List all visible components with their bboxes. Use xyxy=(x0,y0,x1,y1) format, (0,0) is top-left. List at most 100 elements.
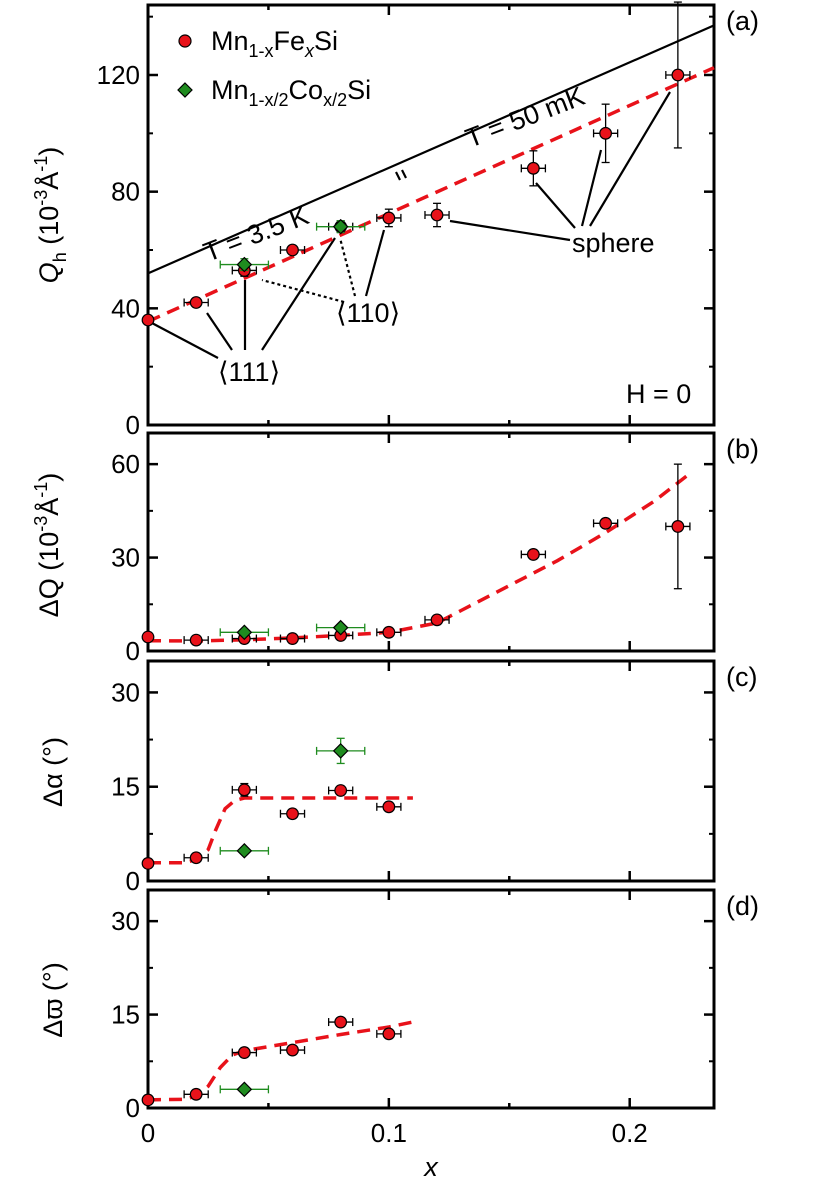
panel-b-fe-point-8 xyxy=(592,516,619,530)
annotation-sphere: sphere xyxy=(572,228,655,258)
panel-a-label: (a) xyxy=(726,6,759,36)
circle-marker xyxy=(141,630,155,644)
panel-a: (a) Qh (10-3Å-1) Mn1-xFexSi Mn1-x/2Cox/2… xyxy=(31,1,759,440)
legend-fe-mid: Fe xyxy=(274,26,306,56)
panel-b-label: (b) xyxy=(726,434,759,464)
diamond-marker xyxy=(332,743,349,759)
circle-marker xyxy=(237,1046,251,1059)
leader-110-a xyxy=(364,229,386,297)
leader-110-dot-a xyxy=(261,278,345,304)
legend-fe-sub: 1-x xyxy=(249,41,274,61)
panel-c-ytick-label-2: 30 xyxy=(111,677,140,707)
panel-d-fe-point-2 xyxy=(231,1046,258,1059)
svg-text:ΔQ (10-3Å-1): ΔQ (10-3Å-1) xyxy=(31,473,64,618)
legend-co-tail: Si xyxy=(347,75,371,105)
panel-a-ytick-label-3: 120 xyxy=(97,60,140,90)
circle-marker xyxy=(430,613,444,627)
panel-d-ylabel-main: Δϖ xyxy=(38,999,68,1038)
diamond-marker xyxy=(236,624,253,641)
theory-line xyxy=(147,24,715,275)
svg-text:Mn1-xFexSi: Mn1-xFexSi xyxy=(211,26,338,61)
circle-marker xyxy=(671,68,685,82)
diamond-marker xyxy=(236,256,253,273)
panel-a-frame xyxy=(146,3,716,427)
panel-a-ylabel-unit: (10 xyxy=(34,206,64,245)
panel-a-ylabel-sub: h xyxy=(50,252,70,262)
leader-sphere-a xyxy=(449,219,571,242)
panel-a-fe-point-0 xyxy=(141,313,155,327)
panel-b-ylabel-close: ) xyxy=(34,473,64,482)
panel-b-co-point-0 xyxy=(219,624,270,641)
diamond-marker xyxy=(332,218,349,235)
panel-d-co-point-0 xyxy=(219,1081,270,1098)
leader-theory-break-1 xyxy=(395,171,401,181)
panel-a-fe-point-8 xyxy=(592,103,619,164)
panel-c-ylabel-main: Δα xyxy=(38,773,68,807)
panel-a-fe-point-6 xyxy=(424,202,450,228)
circle-marker xyxy=(382,625,396,639)
panel-c-fe-point-1 xyxy=(183,851,209,865)
panel-b-ylabel-unit2: Å xyxy=(33,498,64,516)
panel-a-ytick-label-1: 40 xyxy=(111,293,140,323)
panel-c-co-point-0 xyxy=(219,842,270,859)
panel-c: (c) Δα (°) 0 15 30 xyxy=(38,659,757,896)
panel-b-ylabel: ΔQ (10-3Å-1) xyxy=(31,473,64,618)
panel-d-fe-point-5 xyxy=(376,1027,402,1041)
panel-b-fe-point-9 xyxy=(665,463,691,590)
circle-marker xyxy=(382,1027,396,1041)
circle-marker xyxy=(237,783,251,797)
legend-co-sub: 1-x/2 xyxy=(249,90,289,110)
panel-c-fe-point-0 xyxy=(141,857,155,870)
panel-a-ytick-label-0: 0 xyxy=(126,410,140,440)
leader-sphere-b xyxy=(535,182,576,229)
leader-sphere-d xyxy=(589,91,671,227)
panel-d-ytick-label-0: 0 xyxy=(126,1093,140,1123)
panel-a-fe-point-5 xyxy=(376,208,402,228)
panel-a-co-point-0 xyxy=(219,256,270,273)
x-tick-label-1: 0.1 xyxy=(371,1118,407,1148)
panel-c-co-point-1 xyxy=(315,737,366,765)
leader-111-d xyxy=(261,237,336,351)
panel-d-fe-point-1 xyxy=(183,1087,209,1101)
circle-marker xyxy=(141,1093,155,1107)
panel-c-ylabel-unit: (°) xyxy=(38,737,68,766)
panel-b: (b) ΔQ (10-3Å-1) 0 30 60 xyxy=(31,431,759,666)
panel-b-fe-point-7 xyxy=(520,548,547,561)
panel-d-fe-point-3 xyxy=(279,1043,306,1057)
panel-b-ytick-label-2: 60 xyxy=(111,449,140,479)
circle-marker xyxy=(334,1015,348,1029)
diamond-marker xyxy=(236,1081,253,1098)
panel-b-ylabel-unit: (10 xyxy=(34,532,64,571)
panel-d-ylabel-unit: (°) xyxy=(38,962,68,991)
panel-b-fe-point-3 xyxy=(279,632,306,645)
panel-c-fe-point-3 xyxy=(279,807,306,821)
panel-c-label: (c) xyxy=(726,662,757,692)
panel-d-ylabel: Δϖ (°) xyxy=(38,962,68,1037)
circle-marker xyxy=(141,857,155,870)
legend-co-mid: Co xyxy=(289,75,324,105)
panel-b-ytick-label-1: 30 xyxy=(111,543,140,573)
panel-c-fe-point-4 xyxy=(327,784,354,797)
panel-a-fe-point-1 xyxy=(183,296,209,309)
legend-fe-base: Mn xyxy=(211,26,249,56)
x-axis-label: x xyxy=(422,1152,439,1182)
panel-c-fit-line xyxy=(148,796,413,865)
circle-marker xyxy=(141,313,155,327)
panel-d-ytick-label-1: 15 xyxy=(111,1000,140,1030)
legend-co-sub2: x/2 xyxy=(323,90,347,110)
leader-111-a xyxy=(149,321,219,359)
panel-a-fe-point-3 xyxy=(279,243,306,257)
x-tick-label-0: 0 xyxy=(141,1118,155,1148)
panel-b-ytick-label-0: 0 xyxy=(126,636,140,666)
panel-d-frame xyxy=(146,888,716,1110)
x-axis: x 0 0.1 0.2 xyxy=(141,1118,648,1182)
circle-marker xyxy=(526,548,540,561)
legend-fe-tail: Si xyxy=(314,26,338,56)
circle-marker xyxy=(526,161,540,175)
panel-a-co-point-1 xyxy=(315,218,366,235)
panel-b-ylabel-exp2: -1 xyxy=(31,482,51,498)
circle-marker xyxy=(189,1087,203,1101)
panel-a-fe-point-7 xyxy=(520,150,547,187)
legend-fe-sub2: x xyxy=(304,41,315,61)
